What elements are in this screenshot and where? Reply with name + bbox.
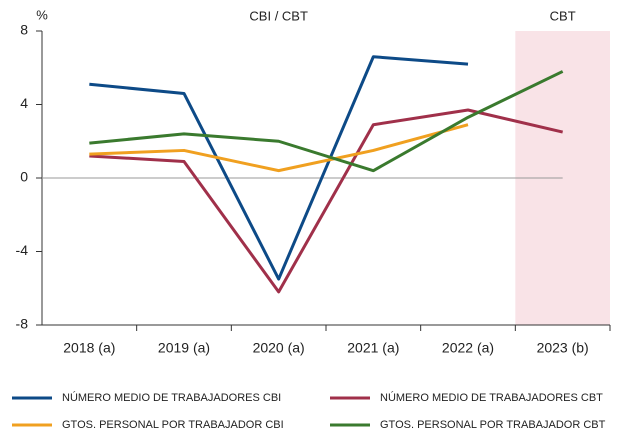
x-tick-label: 2020 (a)	[253, 340, 305, 356]
x-tick-label: 2022 (a)	[442, 340, 494, 356]
x-tick-label: 2018 (a)	[63, 340, 115, 356]
x-tick-label: 2019 (a)	[158, 340, 210, 356]
legend-label: NÚMERO MEDIO DE TRABAJADORES CBI	[62, 391, 281, 404]
legend-label: GTOS. PERSONAL POR TRABAJADOR CBI	[62, 419, 284, 431]
legend-label: NÚMERO MEDIO DE TRABAJADORES CBT	[380, 391, 603, 404]
series-line	[89, 123, 469, 173]
annotation: CBI / CBT	[249, 8, 308, 23]
legend-label: GTOS. PERSONAL POR TRABAJADOR CBT	[380, 419, 606, 431]
y-tick-label: 4	[20, 95, 28, 111]
x-tick-label: 2021 (a)	[347, 340, 399, 356]
series-line	[89, 108, 564, 294]
y-tick-label: -8	[16, 316, 29, 332]
series-line	[89, 55, 469, 281]
x-tick-label: 2023 (b)	[537, 340, 589, 356]
y-tick-label: 0	[20, 169, 28, 185]
annotation: CBT	[550, 8, 576, 23]
y-unit: %	[36, 7, 48, 22]
series-line	[89, 70, 564, 173]
y-tick-label: -4	[16, 242, 29, 258]
y-tick-label: 8	[20, 22, 28, 38]
